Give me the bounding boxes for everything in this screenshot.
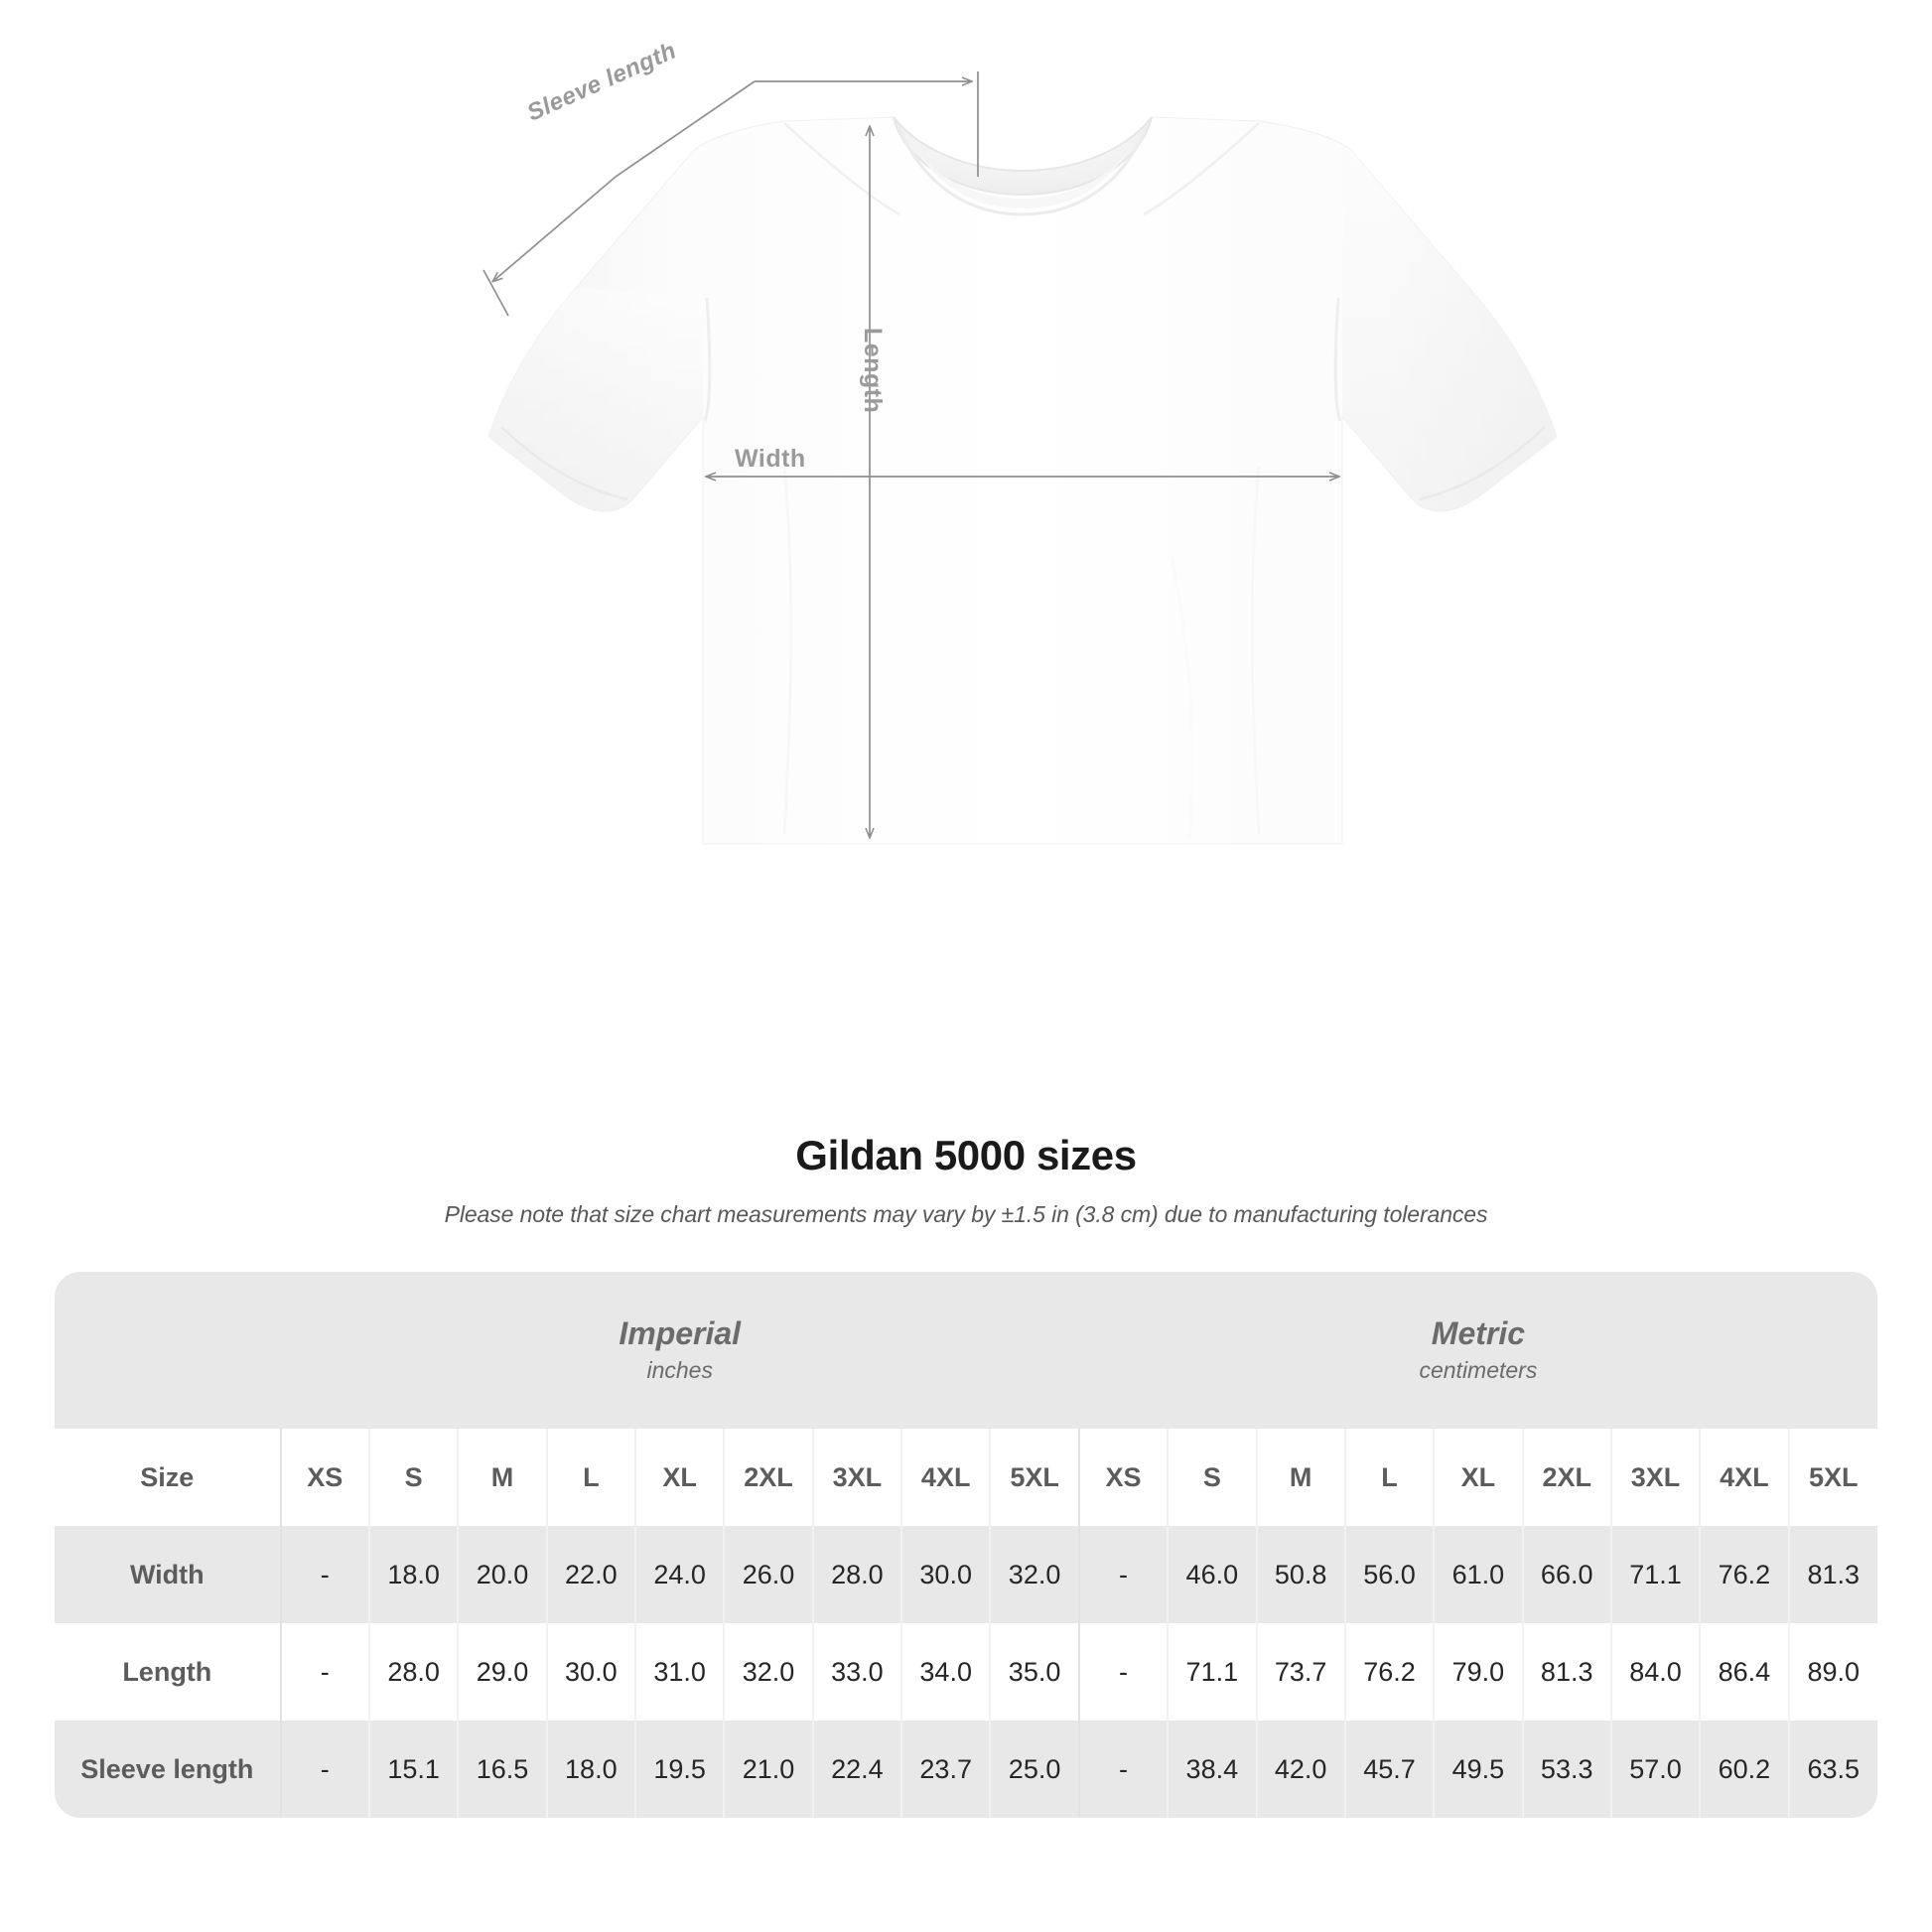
size-col-metric-xl: XL (1434, 1429, 1524, 1526)
cell-width-metric-xs: - (1078, 1526, 1170, 1623)
unit-group-metric-name: Metric (1431, 1314, 1526, 1351)
size-col-metric-2xl: 2XL (1522, 1429, 1612, 1526)
cell-length-metric-s: 71.1 (1168, 1623, 1258, 1721)
unit-group-metric: Metric centimeters (1078, 1272, 1877, 1429)
tshirt-diagram: Sleeve length Length Width (483, 37, 1558, 845)
cell-sleeve-imperial-xl: 19.5 (634, 1721, 726, 1818)
size-col-imperial-4xl: 4XL (901, 1429, 992, 1526)
cell-sleeve-imperial-xs: - (280, 1721, 370, 1818)
row-label-length: Length (55, 1623, 282, 1721)
cell-width-metric-s: 46.0 (1168, 1526, 1258, 1623)
size-col-imperial-xl: XL (634, 1429, 726, 1526)
size-col-imperial-xs: XS (280, 1429, 370, 1526)
cell-sleeve-imperial-2xl: 21.0 (724, 1721, 814, 1818)
cell-sleeve-imperial-4xl: 23.7 (901, 1721, 992, 1818)
cell-length-metric-xl: 79.0 (1434, 1623, 1524, 1721)
table-row: Length - 28.0 29.0 30.0 31.0 32.0 33.0 3… (55, 1623, 1877, 1721)
size-chart-table-container: Imperial inches Metric centimeters Size … (55, 1272, 1877, 1818)
cell-length-metric-xs: - (1078, 1623, 1170, 1721)
cell-length-imperial-s: 28.0 (368, 1623, 460, 1721)
cell-sleeve-imperial-3xl: 22.4 (812, 1721, 903, 1818)
cell-width-imperial-3xl: 28.0 (812, 1526, 903, 1623)
cell-sleeve-metric-3xl: 57.0 (1610, 1721, 1702, 1818)
cell-width-imperial-2xl: 26.0 (724, 1526, 814, 1623)
size-col-imperial-5xl: 5XL (990, 1429, 1080, 1526)
cell-length-metric-3xl: 84.0 (1610, 1623, 1702, 1721)
unit-group-imperial-name: Imperial (619, 1314, 742, 1351)
cell-width-metric-2xl: 66.0 (1522, 1526, 1612, 1623)
cell-sleeve-imperial-s: 15.1 (368, 1721, 460, 1818)
size-col-imperial-s: S (368, 1429, 460, 1526)
cell-width-imperial-m: 20.0 (458, 1526, 548, 1623)
unit-group-metric-sub: centimeters (1419, 1356, 1538, 1383)
size-col-imperial-m: M (458, 1429, 548, 1526)
cell-length-metric-5xl: 89.0 (1788, 1623, 1877, 1721)
cell-sleeve-metric-l: 45.7 (1344, 1721, 1436, 1818)
cell-sleeve-metric-s: 38.4 (1168, 1721, 1258, 1818)
cell-width-imperial-4xl: 30.0 (901, 1526, 992, 1623)
cell-width-metric-m: 50.8 (1256, 1526, 1346, 1623)
size-col-imperial-3xl: 3XL (812, 1429, 903, 1526)
cell-sleeve-metric-xl: 49.5 (1434, 1721, 1524, 1818)
cell-sleeve-metric-5xl: 63.5 (1788, 1721, 1877, 1818)
cell-sleeve-imperial-l: 18.0 (546, 1721, 636, 1818)
cell-width-imperial-l: 22.0 (546, 1526, 636, 1623)
cell-sleeve-metric-xs: - (1078, 1721, 1170, 1818)
cell-length-imperial-m: 29.0 (458, 1623, 548, 1721)
cell-sleeve-imperial-m: 16.5 (458, 1721, 548, 1818)
table-row: Sleeve length - 15.1 16.5 18.0 19.5 21.0… (55, 1721, 1877, 1818)
size-col-metric-5xl: 5XL (1788, 1429, 1877, 1526)
size-col-metric-s: S (1168, 1429, 1258, 1526)
cell-length-imperial-4xl: 34.0 (901, 1623, 992, 1721)
size-col-metric-4xl: 4XL (1700, 1429, 1790, 1526)
size-col-metric-m: M (1256, 1429, 1346, 1526)
cell-length-imperial-2xl: 32.0 (724, 1623, 814, 1721)
cell-length-imperial-xs: - (280, 1623, 370, 1721)
unit-group-imperial: Imperial inches (280, 1272, 1079, 1429)
page-title: Gildan 5000 sizes (795, 1132, 1137, 1178)
cell-length-metric-m: 73.7 (1256, 1623, 1346, 1721)
cell-width-imperial-5xl: 32.0 (990, 1526, 1080, 1623)
cell-length-imperial-l: 30.0 (546, 1623, 636, 1721)
cell-sleeve-imperial-5xl: 25.0 (990, 1721, 1080, 1818)
cell-length-imperial-3xl: 33.0 (812, 1623, 903, 1721)
size-header-label: Size (55, 1429, 282, 1526)
tshirt-body-shape (487, 116, 1558, 845)
length-label: Length (859, 328, 887, 414)
width-label: Width (735, 445, 806, 473)
cell-width-imperial-xs: - (280, 1526, 370, 1623)
tshirt-illustration (483, 71, 1558, 845)
cell-width-metric-5xl: 81.3 (1788, 1526, 1877, 1623)
cell-width-metric-xl: 61.0 (1434, 1526, 1524, 1623)
sleeve-length-dimension (483, 71, 979, 317)
cell-length-metric-l: 76.2 (1344, 1623, 1436, 1721)
table-row: Width - 18.0 20.0 22.0 24.0 26.0 28.0 30… (55, 1526, 1877, 1623)
cell-width-metric-4xl: 76.2 (1700, 1526, 1790, 1623)
size-chart-table: Imperial inches Metric centimeters Size … (55, 1272, 1877, 1818)
cell-width-metric-l: 56.0 (1344, 1526, 1436, 1623)
size-col-metric-l: L (1344, 1429, 1436, 1526)
cell-sleeve-metric-2xl: 53.3 (1522, 1721, 1612, 1818)
cell-length-metric-2xl: 81.3 (1522, 1623, 1612, 1721)
tolerance-note: Please note that size chart measurements… (444, 1201, 1488, 1227)
title-block: Gildan 5000 sizes Please note that size … (0, 1132, 1932, 1228)
size-col-imperial-2xl: 2XL (724, 1429, 814, 1526)
cell-width-imperial-xl: 24.0 (634, 1526, 726, 1623)
cell-length-imperial-xl: 31.0 (634, 1623, 726, 1721)
cell-length-imperial-5xl: 35.0 (990, 1623, 1080, 1721)
unit-band-spacer (55, 1272, 281, 1429)
cell-width-imperial-s: 18.0 (368, 1526, 460, 1623)
size-col-metric-xs: XS (1078, 1429, 1170, 1526)
unit-group-row: Imperial inches Metric centimeters (55, 1272, 1877, 1429)
cell-sleeve-metric-m: 42.0 (1256, 1721, 1346, 1818)
row-label-sleeve-length: Sleeve length (55, 1721, 282, 1818)
cell-sleeve-metric-4xl: 60.2 (1700, 1721, 1790, 1818)
size-col-metric-3xl: 3XL (1610, 1429, 1702, 1526)
unit-group-imperial-sub: inches (646, 1356, 713, 1383)
size-col-imperial-l: L (546, 1429, 636, 1526)
cell-length-metric-4xl: 86.4 (1700, 1623, 1790, 1721)
size-header-row: Size XS S M L XL 2XL 3XL 4XL 5XL XS S M … (55, 1429, 1877, 1526)
row-label-width: Width (55, 1526, 282, 1623)
cell-width-metric-3xl: 71.1 (1610, 1526, 1702, 1623)
